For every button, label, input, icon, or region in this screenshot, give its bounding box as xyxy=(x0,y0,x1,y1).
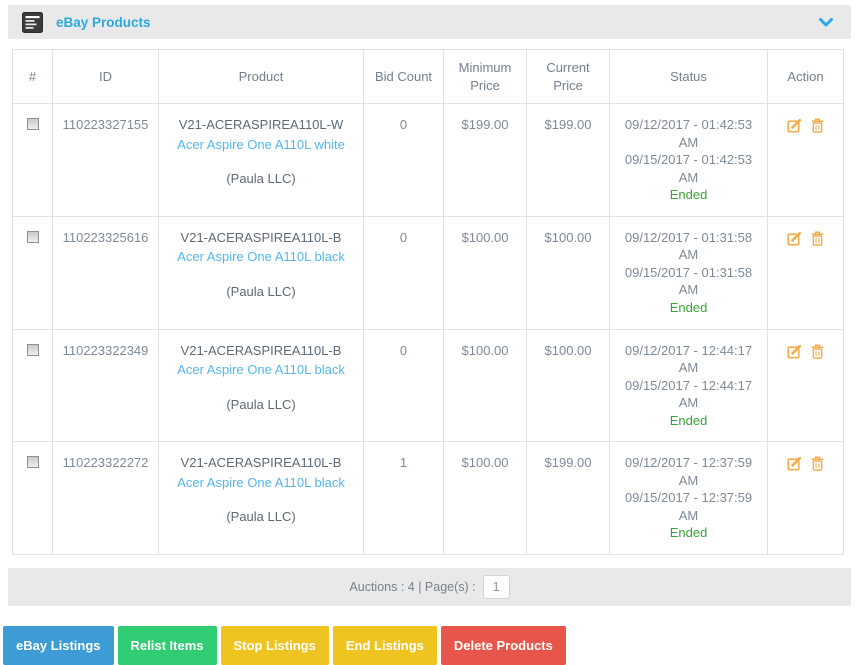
status-end-date: 09/15/2017 - 12:44:17 AM xyxy=(624,377,753,411)
status-end-date: 09/15/2017 - 01:31:58 AM xyxy=(624,264,753,298)
product-code: V21-ACERASPIREA110L-W xyxy=(178,117,344,133)
status-badge: Ended xyxy=(669,412,708,428)
status-cell: 09/12/2017 - 01:31:58 AM 09/15/2017 - 01… xyxy=(609,215,768,330)
product-link[interactable]: Acer Aspire One A110L black xyxy=(177,474,345,490)
status-badge: Ended xyxy=(669,300,708,316)
current-price: $199.00 xyxy=(526,103,610,217)
status-end-date: 09/15/2017 - 12:37:59 AM xyxy=(624,490,753,523)
product-vendor: (Paula LLC) xyxy=(226,396,296,412)
status-cell: 09/12/2017 - 12:37:59 AM 09/15/2017 - 12… xyxy=(609,441,768,556)
product-id: 110223327155 xyxy=(52,103,159,217)
product-link[interactable]: Acer Aspire One A110L black xyxy=(177,249,345,265)
column-header-product: Product xyxy=(158,48,364,105)
row-checkbox[interactable] xyxy=(26,118,39,131)
product-link[interactable]: Acer Aspire One A110L white xyxy=(177,136,345,152)
table-row: 110223322349 V21-ACERASPIREA110L-B Acer … xyxy=(12,328,844,443)
product-cell: V21-ACERASPIREA110L-B Acer Aspire One A1… xyxy=(158,215,364,330)
current-price: $100.00 xyxy=(526,328,610,443)
product-id: 110223325616 xyxy=(52,215,159,330)
edit-icon[interactable] xyxy=(787,118,802,133)
trash-icon[interactable] xyxy=(811,344,824,359)
status-badge: Ended xyxy=(669,187,708,203)
status-cell: 09/12/2017 - 12:44:17 AM 09/15/2017 - 12… xyxy=(609,328,768,443)
table-row: 110223327155 V21-ACERASPIREA110L-W Acer … xyxy=(12,103,844,217)
column-header-minimum-price: Minimum Price xyxy=(443,48,527,105)
trash-icon[interactable] xyxy=(811,456,824,471)
products-table: # ID Product Bid Count Minimum Price Cur… xyxy=(12,48,844,556)
chevron-down-icon[interactable] xyxy=(815,14,837,31)
product-link[interactable]: Acer Aspire One A110L black xyxy=(177,362,345,378)
trash-icon[interactable] xyxy=(811,118,824,133)
row-checkbox[interactable] xyxy=(26,343,39,356)
column-header-select: # xyxy=(12,48,53,105)
minimum-price: $199.00 xyxy=(443,103,527,217)
table-header-row: # ID Product Bid Count Minimum Price Cur… xyxy=(12,48,844,105)
minimum-price: $100.00 xyxy=(443,441,527,556)
column-header-id: ID xyxy=(52,48,159,105)
bid-count: 0 xyxy=(363,103,444,217)
minimum-price: $100.00 xyxy=(443,215,527,330)
current-price: $100.00 xyxy=(526,215,610,330)
status-cell: 09/12/2017 - 01:42:53 AM 09/15/2017 - 01… xyxy=(609,103,768,217)
edit-icon[interactable] xyxy=(787,344,802,359)
product-cell: V21-ACERASPIREA110L-B Acer Aspire One A1… xyxy=(158,328,364,443)
product-id: 110223322272 xyxy=(52,441,159,556)
product-code: V21-ACERASPIREA110L-B xyxy=(180,455,342,471)
product-cell: V21-ACERASPIREA110L-B Acer Aspire One A1… xyxy=(158,441,364,556)
column-header-status: Status xyxy=(609,48,768,105)
end-listings-button[interactable]: End Listings xyxy=(332,626,437,665)
edit-icon[interactable] xyxy=(787,456,802,471)
product-code: V21-ACERASPIREA110L-B xyxy=(180,342,342,358)
status-badge: Ended xyxy=(669,525,708,541)
product-vendor: (Paula LLC) xyxy=(226,171,296,187)
page-title: eBay Products xyxy=(56,14,151,30)
delete-products-button[interactable]: Delete Products xyxy=(440,626,566,665)
current-price: $199.00 xyxy=(526,441,610,556)
ebay-listings-button[interactable]: eBay Listings xyxy=(3,626,114,665)
stop-listings-button[interactable]: Stop Listings xyxy=(220,626,329,665)
status-start-date: 09/12/2017 - 01:31:58 AM xyxy=(624,229,753,263)
relist-items-button[interactable]: Relist Items xyxy=(117,626,217,665)
status-start-date: 09/12/2017 - 01:42:53 AM xyxy=(624,117,753,150)
trash-icon[interactable] xyxy=(811,231,824,246)
panel-header: eBay Products xyxy=(8,5,851,39)
product-vendor: (Paula LLC) xyxy=(226,509,296,525)
bid-count: 0 xyxy=(363,215,444,330)
list-icon xyxy=(22,11,43,33)
status-end-date: 09/15/2017 - 01:42:53 AM xyxy=(624,152,753,185)
row-checkbox[interactable] xyxy=(26,230,39,243)
bottom-button-bar: eBay Listings Relist Items Stop Listings… xyxy=(3,626,859,665)
table-row: 110223325616 V21-ACERASPIREA110L-B Acer … xyxy=(12,215,844,330)
table-row: 110223322272 V21-ACERASPIREA110L-B Acer … xyxy=(12,441,844,556)
status-start-date: 09/12/2017 - 12:37:59 AM xyxy=(624,455,753,488)
product-vendor: (Paula LLC) xyxy=(226,283,296,299)
product-id: 110223322349 xyxy=(52,328,159,443)
column-header-current-price: Current Price xyxy=(526,48,610,105)
minimum-price: $100.00 xyxy=(443,328,527,443)
column-header-bid-count: Bid Count xyxy=(363,48,444,105)
bid-count: 1 xyxy=(363,441,444,556)
status-start-date: 09/12/2017 - 12:44:17 AM xyxy=(624,342,753,376)
pagination-label: Auctions : 4 | Page(s) : xyxy=(349,580,476,595)
bid-count: 0 xyxy=(363,328,444,443)
product-cell: V21-ACERASPIREA110L-W Acer Aspire One A1… xyxy=(158,103,364,217)
product-code: V21-ACERASPIREA110L-B xyxy=(180,229,342,245)
pagination-bar: Auctions : 4 | Page(s) : 1 xyxy=(8,568,851,607)
row-checkbox[interactable] xyxy=(26,456,39,469)
edit-icon[interactable] xyxy=(787,231,802,246)
column-header-action: Action xyxy=(767,48,844,105)
page-number-box[interactable]: 1 xyxy=(482,575,510,600)
